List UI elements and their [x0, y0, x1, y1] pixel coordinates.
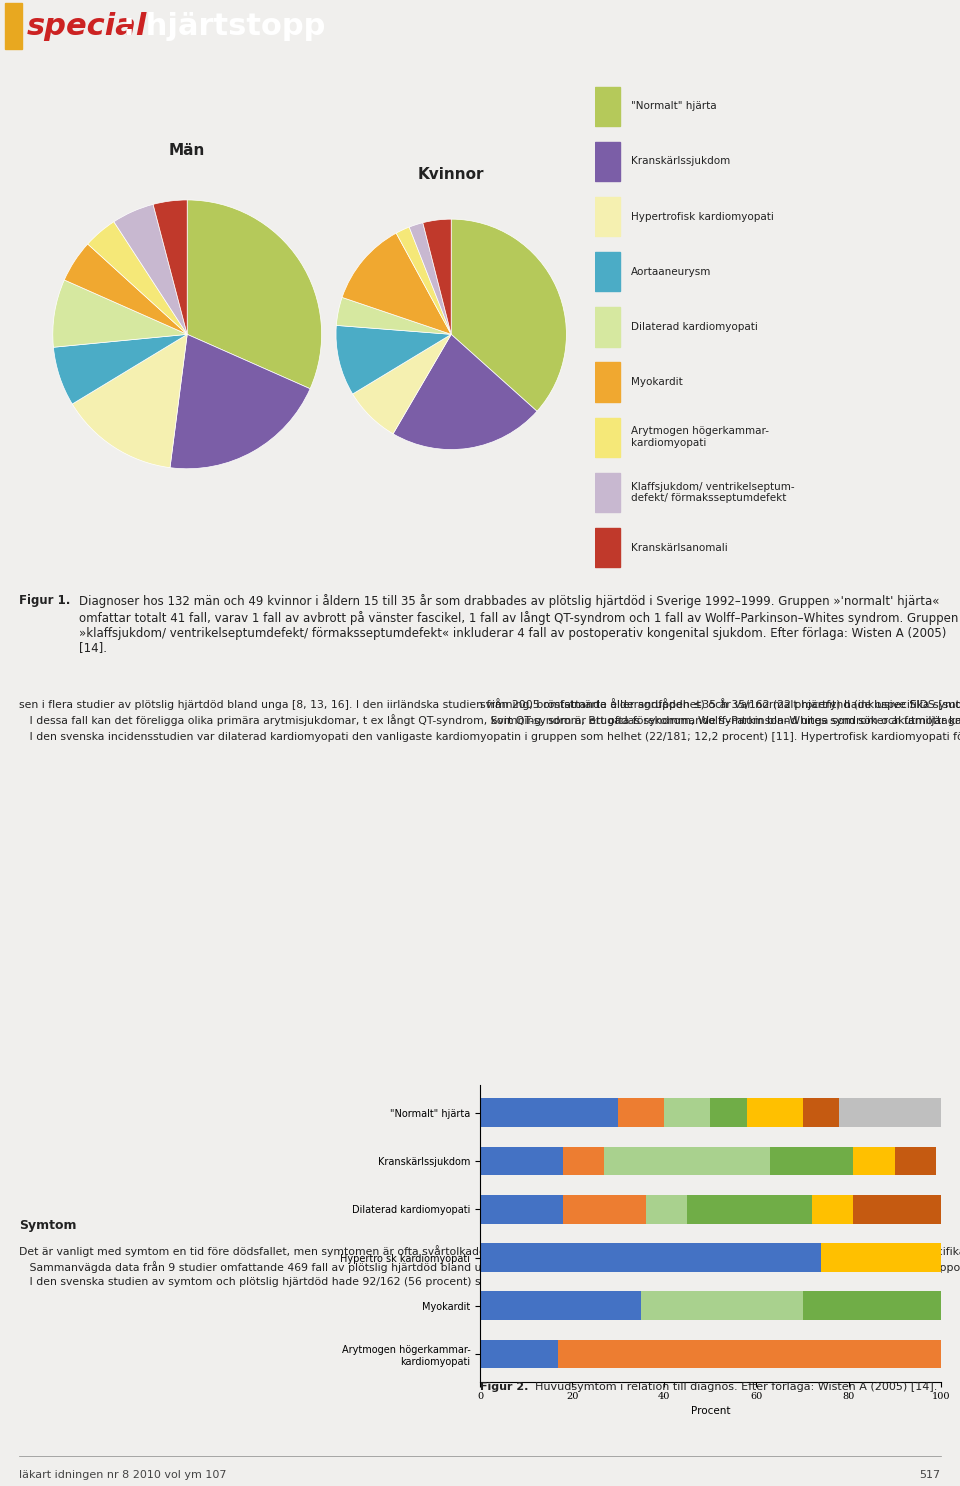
- Bar: [803, 1291, 941, 1320]
- Bar: [646, 1195, 687, 1224]
- Bar: [895, 1147, 936, 1175]
- Text: Symtom: Symtom: [19, 1219, 77, 1232]
- Bar: [747, 1098, 803, 1128]
- Text: : hjärtstopp: : hjärtstopp: [123, 12, 325, 40]
- Wedge shape: [336, 297, 451, 334]
- Text: Huvudsymtom i relation till diagnos. Efter förlaga: Wisten A (2005) [14].: Huvudsymtom i relation till diagnos. Eft…: [536, 1382, 938, 1392]
- Bar: [821, 1242, 941, 1272]
- Wedge shape: [64, 244, 187, 334]
- Bar: [480, 1147, 563, 1175]
- Text: Kranskärlssjukdom: Kranskärlssjukdom: [631, 156, 730, 166]
- Wedge shape: [393, 334, 537, 450]
- Bar: [803, 1098, 839, 1128]
- Text: 517: 517: [920, 1470, 941, 1480]
- Wedge shape: [409, 223, 451, 334]
- Wedge shape: [187, 201, 322, 389]
- Text: sen i flera studier av plötslig hjärtdöd bland unga [8, 13, 16]. I den iirländsk: sen i flera studier av plötslig hjärtdöd…: [19, 698, 960, 742]
- Wedge shape: [153, 201, 187, 334]
- Bar: [480, 1242, 821, 1272]
- X-axis label: Procent: Procent: [690, 1406, 731, 1416]
- Wedge shape: [87, 221, 187, 334]
- Bar: [595, 253, 620, 291]
- Bar: [618, 1098, 664, 1128]
- Text: svimning, bröststmärta eller andfåddhet) och 35/162 (22 procent) hade ospecifika: svimning, bröststmärta eller andfåddhet)…: [480, 698, 960, 727]
- Bar: [770, 1147, 853, 1175]
- Bar: [595, 308, 620, 346]
- Bar: [559, 1339, 941, 1369]
- Text: Kranskärlsanomali: Kranskärlsanomali: [631, 542, 728, 553]
- Text: "Normalt" hjärta: "Normalt" hjärta: [631, 101, 716, 111]
- Text: Det är vanligt med symtom en tid före dödsfallet, men symtomen är ofta svårtolka: Det är vanligt med symtom en tid före dö…: [19, 1245, 960, 1287]
- Wedge shape: [336, 325, 451, 394]
- Bar: [641, 1291, 803, 1320]
- Bar: [687, 1195, 812, 1224]
- Bar: [595, 198, 620, 236]
- Bar: [710, 1098, 747, 1128]
- Text: Myokardit: Myokardit: [631, 377, 683, 386]
- Bar: [812, 1195, 853, 1224]
- Bar: [480, 1098, 618, 1128]
- Title: Män: Män: [169, 143, 205, 158]
- Text: Figur 1.: Figur 1.: [19, 594, 71, 608]
- Bar: [595, 473, 620, 513]
- Wedge shape: [53, 279, 187, 348]
- Wedge shape: [342, 233, 451, 334]
- Bar: [563, 1147, 605, 1175]
- Bar: [595, 528, 620, 568]
- Text: special: special: [27, 12, 147, 40]
- Wedge shape: [170, 334, 310, 468]
- Bar: [839, 1098, 941, 1128]
- Text: Diagnoser hos 132 män och 49 kvinnor i åldern 15 till 35 år som drabbades av plö: Diagnoser hos 132 män och 49 kvinnor i å…: [79, 594, 958, 654]
- Bar: [595, 418, 620, 456]
- Bar: [595, 141, 620, 181]
- Wedge shape: [422, 218, 451, 334]
- Text: Dilaterad kardiomyopati: Dilaterad kardiomyopati: [631, 322, 757, 331]
- Text: Klaffsjukdom/ ventrikelseptum-
defekt/ förmaksseptumdefekt: Klaffsjukdom/ ventrikelseptum- defekt/ f…: [631, 481, 794, 504]
- Bar: [605, 1147, 770, 1175]
- Bar: [595, 86, 620, 126]
- Title: Kvinnor: Kvinnor: [418, 168, 485, 183]
- Bar: [480, 1195, 563, 1224]
- Bar: [480, 1291, 641, 1320]
- Bar: [563, 1195, 646, 1224]
- Text: Figur 2.: Figur 2.: [480, 1382, 528, 1392]
- Text: läkart idningen nr 8 2010 vol ym 107: läkart idningen nr 8 2010 vol ym 107: [19, 1470, 227, 1480]
- Bar: [853, 1195, 941, 1224]
- Text: Aortaaneurysm: Aortaaneurysm: [631, 267, 711, 276]
- Bar: [5, 3, 22, 49]
- Wedge shape: [54, 334, 187, 404]
- Wedge shape: [451, 218, 566, 412]
- Text: Arytmogen högerkammar-
kardiomyopati: Arytmogen högerkammar- kardiomyopati: [631, 426, 769, 449]
- Wedge shape: [352, 334, 451, 434]
- Text: Hypertrofisk kardiomyopati: Hypertrofisk kardiomyopati: [631, 211, 774, 221]
- Wedge shape: [396, 227, 451, 334]
- Bar: [480, 1339, 559, 1369]
- Bar: [664, 1098, 710, 1128]
- Wedge shape: [72, 334, 187, 468]
- Wedge shape: [114, 205, 187, 334]
- Bar: [853, 1147, 895, 1175]
- Bar: [595, 363, 620, 401]
